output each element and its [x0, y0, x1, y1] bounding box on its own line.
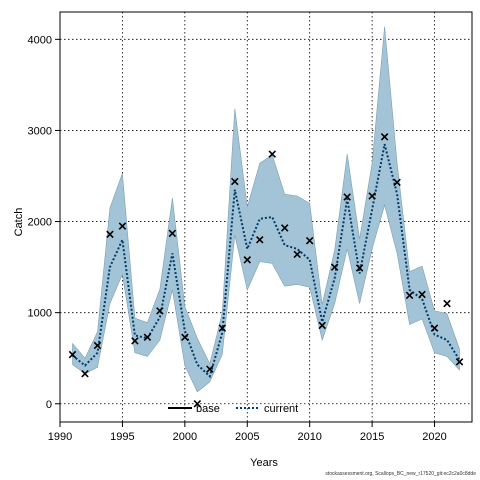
- x-tick-label: 2020: [422, 431, 446, 443]
- observed-point-stroke: [280, 224, 289, 232]
- observed-point-stroke: [405, 291, 414, 300]
- x-tick-label: 2000: [173, 431, 197, 443]
- observed-point-stroke: [156, 307, 164, 315]
- observed-point: [143, 333, 152, 342]
- observed-point: [93, 341, 102, 350]
- observed-point: [206, 365, 214, 373]
- observed-point: [330, 263, 339, 271]
- observed-point-stroke: [255, 236, 264, 244]
- observed-point: [455, 358, 464, 366]
- y-tick-label: 1000: [28, 308, 52, 320]
- y-tick-label: 2000: [28, 217, 52, 229]
- observed-point-stroke: [118, 222, 127, 230]
- observed-point-stroke: [318, 321, 326, 330]
- axis-layer: 1990 1995 2000 2005 2010 2015 2020 0 1000 2000 300…: [28, 34, 447, 443]
- observed-point-stroke: [430, 324, 439, 332]
- observed-point-stroke: [418, 290, 426, 299]
- observed-point: [156, 307, 164, 315]
- observed-point-stroke: [231, 177, 239, 186]
- observed-point-stroke: [81, 369, 89, 378]
- observed-point: [418, 290, 426, 299]
- observed-point-stroke: [343, 193, 351, 201]
- observed-point-stroke: [355, 264, 364, 272]
- x-tick-label: 2005: [235, 431, 259, 443]
- observed-point: [443, 299, 451, 308]
- ribbon-layer: [72, 26, 460, 393]
- observed-point-stroke: [93, 341, 102, 350]
- marker-layer: [68, 133, 464, 408]
- y-tick-label: 0: [46, 399, 52, 411]
- legend-current-label: current: [264, 403, 298, 415]
- series-line-current: [71, 143, 461, 379]
- observed-point-stroke: [443, 299, 451, 308]
- legend: base current: [168, 403, 298, 415]
- x-tick-label: 1995: [110, 431, 134, 443]
- series-layer: [71, 143, 461, 379]
- observed-point: [106, 230, 114, 239]
- observed-point-stroke: [368, 192, 376, 200]
- observed-point-stroke: [181, 333, 189, 342]
- observed-point-stroke: [206, 365, 214, 373]
- x-tick-label: 2010: [297, 431, 321, 443]
- observed-point: [193, 400, 202, 408]
- plot-frame: [59, 11, 473, 423]
- observed-point-stroke: [293, 250, 301, 259]
- observed-point: [380, 133, 389, 141]
- observed-point: [268, 150, 277, 158]
- observed-point-stroke: [305, 236, 314, 245]
- observed-point-stroke: [268, 150, 277, 158]
- observed-point: [368, 192, 376, 200]
- observed-point: [280, 224, 289, 232]
- observed-point: [243, 256, 252, 264]
- observed-point: [68, 350, 77, 359]
- observed-point-stroke: [393, 178, 401, 187]
- observed-point: [405, 291, 414, 300]
- x-axis-title: Years: [250, 457, 278, 469]
- observed-point: [131, 337, 139, 345]
- observed-point-stroke: [131, 337, 139, 345]
- x-tick-label: 1990: [48, 431, 72, 443]
- observed-point-stroke: [143, 333, 152, 342]
- observed-point-stroke: [168, 229, 177, 238]
- observed-point: [293, 250, 301, 259]
- observed-point-stroke: [455, 358, 464, 366]
- observed-point: [218, 324, 227, 332]
- observed-point: [430, 324, 439, 332]
- observed-point: [355, 264, 364, 272]
- observed-point-stroke: [380, 133, 389, 141]
- observed-point-stroke: [68, 350, 77, 359]
- observed-point: [118, 222, 127, 230]
- observed-point: [181, 333, 189, 342]
- observed-point: [231, 177, 239, 186]
- confidence-ribbon: [72, 26, 460, 393]
- observed-point: [343, 193, 351, 201]
- y-axis-title: Catch: [13, 208, 25, 237]
- observed-point: [255, 236, 264, 244]
- y-tick-label: 3000: [28, 125, 52, 137]
- observed-point: [81, 369, 89, 378]
- observed-point: [393, 178, 401, 187]
- observed-point: [168, 229, 177, 238]
- observed-point-stroke: [330, 263, 339, 271]
- legend-base-label: base: [196, 403, 220, 415]
- observed-point: [305, 236, 314, 245]
- observed-point-stroke: [106, 230, 114, 239]
- x-tick-label: 2015: [360, 431, 384, 443]
- y-tick-label: 4000: [28, 34, 52, 46]
- footer-credit: stockassessment.org, Scallops_BC_new_r17…: [325, 471, 476, 477]
- observed-point-stroke: [218, 324, 227, 332]
- observed-point-stroke: [243, 256, 252, 264]
- observed-point: [318, 321, 326, 330]
- observed-point-stroke: [193, 400, 202, 408]
